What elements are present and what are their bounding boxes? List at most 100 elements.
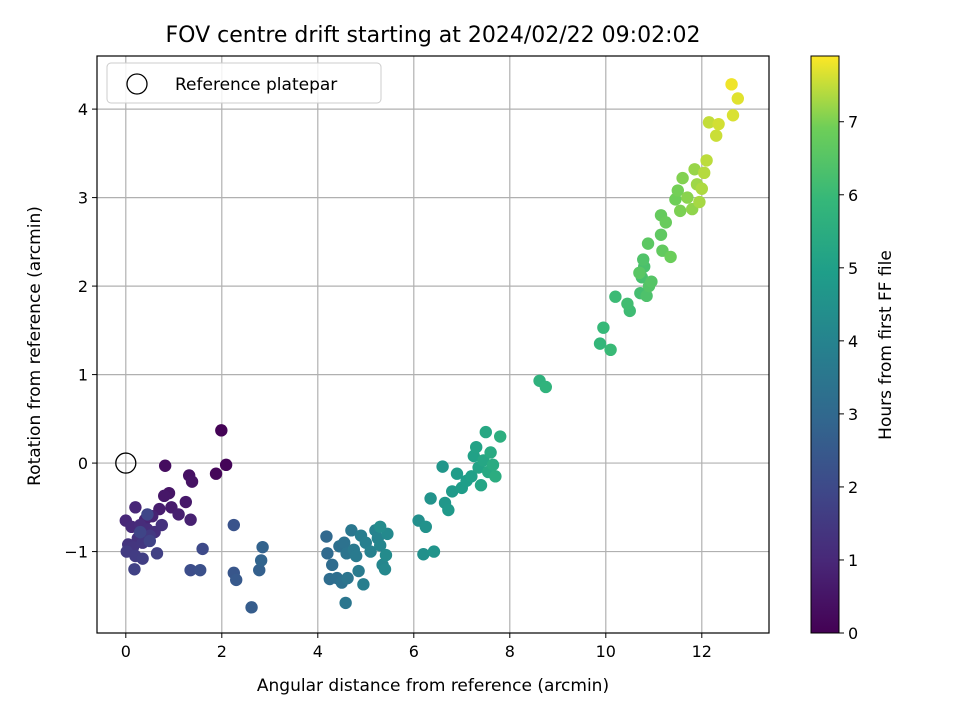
x-axis-label: Angular distance from reference (arcmin) bbox=[257, 676, 609, 696]
scatter-point bbox=[417, 548, 430, 561]
scatter-point bbox=[725, 78, 738, 91]
y-tick-label: 0 bbox=[78, 454, 88, 473]
x-tick-label: 2 bbox=[217, 642, 227, 661]
scatter-point bbox=[374, 539, 387, 552]
scatter-point bbox=[695, 182, 708, 195]
y-tick-label: 4 bbox=[78, 100, 88, 119]
x-axis-ticks: 0 2 4 6 8 10 12 bbox=[121, 633, 712, 661]
scatter-point bbox=[731, 92, 744, 105]
scatter-point bbox=[350, 549, 363, 563]
scatter-point bbox=[446, 485, 459, 498]
scatter-point bbox=[674, 204, 687, 218]
scatter-point bbox=[196, 542, 209, 556]
scatter-point bbox=[155, 518, 168, 532]
colorbar-tick-label: 7 bbox=[848, 113, 858, 132]
scatter-point bbox=[345, 524, 358, 537]
data-points bbox=[119, 78, 744, 614]
scatter-point bbox=[654, 228, 668, 241]
colorbar-tick-label: 4 bbox=[848, 332, 858, 351]
scatter-point bbox=[321, 547, 334, 560]
scatter-point bbox=[179, 495, 192, 509]
colorbar-tick-label: 1 bbox=[848, 551, 858, 570]
scatter-point bbox=[378, 563, 392, 576]
scatter-point bbox=[357, 578, 370, 591]
scatter-point bbox=[209, 467, 223, 480]
scatter-point bbox=[539, 380, 552, 394]
scatter-point bbox=[593, 337, 607, 350]
scatter-point bbox=[134, 525, 147, 539]
colorbar-tick-label: 6 bbox=[848, 186, 858, 205]
scatter-point bbox=[640, 289, 653, 303]
scatter-point bbox=[645, 275, 658, 288]
scatter-point bbox=[185, 475, 199, 488]
legend-label: Reference platepar bbox=[175, 75, 337, 95]
scatter-point bbox=[338, 536, 351, 549]
scatter-point bbox=[427, 545, 441, 558]
legend: Reference platepar bbox=[106, 62, 382, 104]
scatter-point bbox=[465, 470, 478, 483]
scatter-point bbox=[484, 446, 497, 459]
scatter-point bbox=[424, 492, 437, 505]
scatter-point bbox=[688, 163, 701, 176]
y-tick-label: −1 bbox=[64, 543, 88, 562]
scatter-point bbox=[256, 540, 269, 554]
scatter-point bbox=[442, 503, 455, 517]
scatter-point bbox=[474, 479, 488, 492]
colorbar-tick-label: 3 bbox=[848, 405, 858, 424]
scatter-point bbox=[597, 321, 610, 334]
scatter-point bbox=[230, 573, 243, 587]
scatter-point bbox=[374, 520, 387, 534]
y-tick-label: 3 bbox=[78, 189, 88, 208]
scatter-point bbox=[633, 266, 646, 280]
scatter-point bbox=[641, 237, 655, 250]
y-axis-ticks: −1 0 1 2 3 4 bbox=[64, 100, 97, 562]
scatter-point bbox=[136, 552, 149, 565]
scatter-point bbox=[339, 596, 352, 610]
scatter-point bbox=[710, 129, 723, 142]
scatter-point bbox=[726, 109, 740, 122]
colorbar-tick-label: 5 bbox=[848, 259, 858, 278]
y-tick-label: 2 bbox=[78, 277, 88, 296]
x-tick-label: 8 bbox=[505, 642, 515, 661]
scatter-point bbox=[184, 513, 197, 526]
scatter-point bbox=[254, 554, 268, 567]
scatter-point bbox=[489, 470, 502, 483]
scatter-point bbox=[326, 558, 339, 572]
scatter-point bbox=[158, 459, 172, 472]
scatter-point bbox=[143, 534, 156, 548]
scatter-point bbox=[341, 571, 354, 585]
x-tick-label: 4 bbox=[313, 642, 323, 661]
x-tick-label: 0 bbox=[121, 642, 131, 661]
scatter-point bbox=[693, 195, 706, 209]
colorbar: 0 1 2 3 4 5 6 7 Hours from first FF file bbox=[810, 55, 896, 643]
scatter-point bbox=[364, 545, 377, 558]
scatter-point bbox=[219, 458, 233, 472]
colorbar-tick-label: 2 bbox=[848, 478, 858, 497]
scatter-point bbox=[320, 530, 333, 543]
scatter-point bbox=[352, 564, 365, 578]
chart-title: FOV centre drift starting at 2024/02/22 … bbox=[166, 23, 701, 48]
scatter-point bbox=[253, 563, 266, 577]
scatter-point bbox=[184, 563, 197, 577]
x-tick-label: 6 bbox=[409, 642, 419, 661]
scatter-point bbox=[172, 508, 185, 521]
scatter-point bbox=[129, 501, 142, 514]
scatter-point bbox=[470, 440, 483, 454]
scatter-point bbox=[671, 184, 684, 197]
y-axis-label: Rotation from reference (arcmin) bbox=[25, 206, 45, 486]
scatter-point bbox=[245, 601, 258, 614]
scatter-point bbox=[379, 548, 393, 562]
scatter-point bbox=[128, 563, 141, 576]
reference-marker-layer bbox=[115, 452, 137, 474]
scatter-point bbox=[486, 458, 500, 472]
scatter-point bbox=[621, 297, 634, 310]
scatter-point bbox=[450, 467, 464, 480]
legend-marker bbox=[126, 73, 148, 95]
scatter-point bbox=[698, 166, 711, 180]
plot-frame bbox=[96, 55, 770, 634]
scatter-point bbox=[637, 253, 650, 266]
scatter-point bbox=[141, 508, 154, 521]
scatter-point bbox=[477, 454, 490, 467]
scatter-point bbox=[479, 425, 492, 439]
